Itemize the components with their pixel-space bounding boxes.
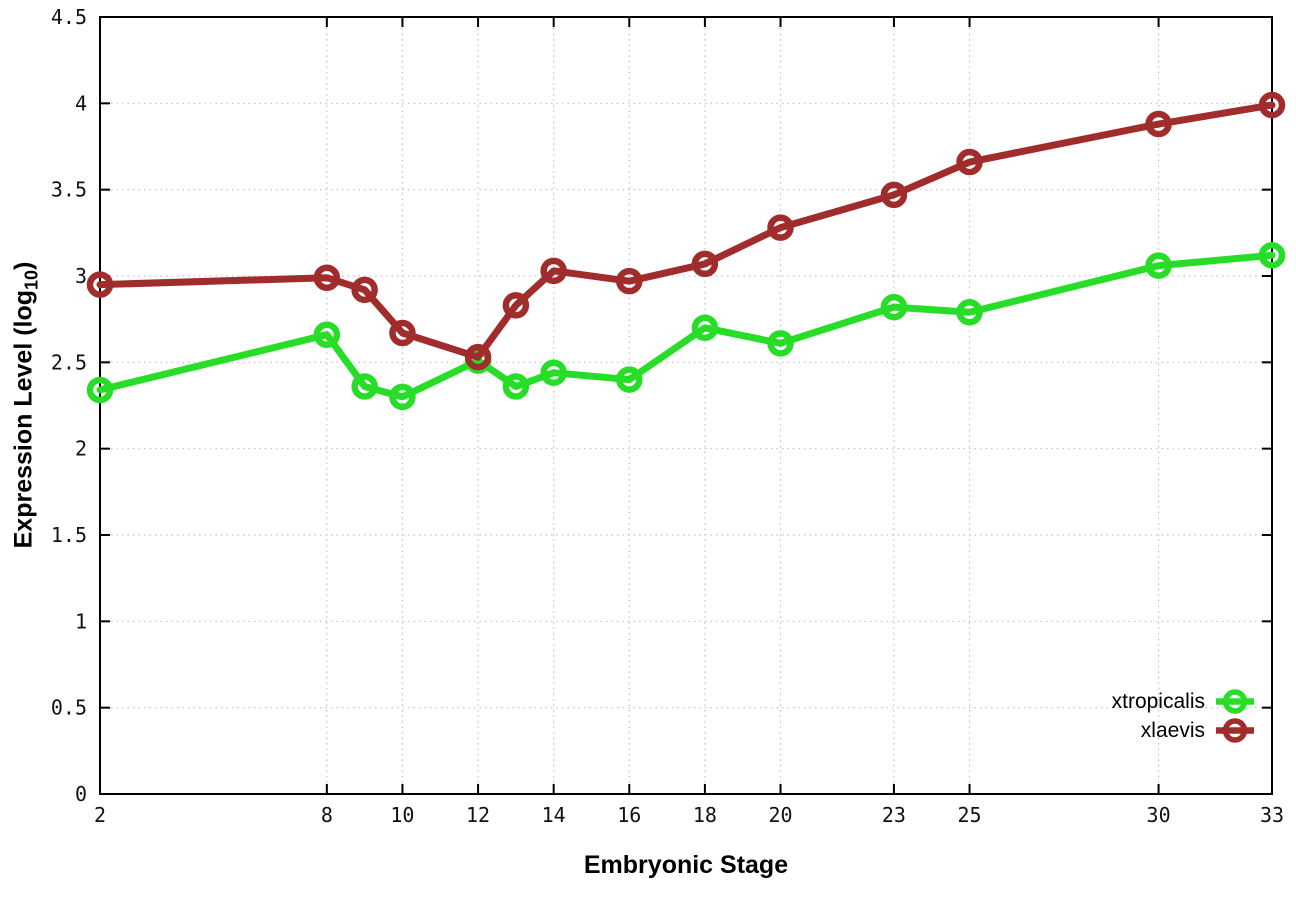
legend-label-xtropicalis: xtropicalis bbox=[1111, 689, 1205, 713]
data-point-xtropicalis[interactable] bbox=[767, 330, 794, 357]
data-point-xtropicalis[interactable] bbox=[502, 373, 530, 400]
data-point-xtropicalis[interactable] bbox=[351, 373, 378, 400]
data-point-xtropicalis[interactable] bbox=[389, 383, 416, 411]
x-tick-label: 33 bbox=[1260, 803, 1284, 827]
x-tick-label: 16 bbox=[617, 803, 641, 827]
x-tick-label: 30 bbox=[1147, 803, 1171, 827]
data-point-xtropicalis[interactable] bbox=[616, 366, 643, 393]
x-tick-label: 10 bbox=[390, 803, 414, 827]
x-tick-label: 20 bbox=[768, 803, 792, 827]
x-tick-label: 18 bbox=[693, 803, 717, 827]
data-point-xtropicalis[interactable] bbox=[313, 321, 341, 348]
data-point-xlaevis[interactable] bbox=[351, 276, 378, 304]
data-point-xlaevis[interactable] bbox=[389, 319, 416, 347]
y-tick-label: 0 bbox=[75, 782, 87, 806]
data-point-xlaevis[interactable] bbox=[313, 264, 341, 291]
data-point-xlaevis[interactable] bbox=[767, 214, 794, 241]
legend: xtropicalis xlaevis bbox=[1112, 687, 1256, 745]
y-axis-title: Expression Level (log10) bbox=[10, 262, 43, 549]
y-tick-label: 0.5 bbox=[51, 696, 87, 720]
y-axis-title-subscript: 10 bbox=[21, 269, 42, 290]
data-point-xlaevis[interactable] bbox=[464, 343, 492, 371]
y-tick-label: 3 bbox=[75, 264, 87, 288]
x-axis-title: Embryonic Stage bbox=[583, 851, 789, 879]
series-line-xlaevis bbox=[96, 101, 1276, 361]
y-tick-label: 4 bbox=[75, 91, 87, 115]
data-point-xlaevis[interactable] bbox=[1145, 110, 1172, 138]
x-tick-label: 8 bbox=[321, 803, 333, 827]
xtropicalis-line-marker-icon bbox=[1216, 689, 1254, 714]
plot-border bbox=[99, 16, 1273, 795]
data-point-xlaevis[interactable] bbox=[502, 292, 530, 319]
y-tick-label: 4.5 bbox=[51, 5, 87, 29]
x-tick-label: 23 bbox=[882, 803, 906, 827]
x-tick-label: 2 bbox=[94, 803, 106, 827]
y-tick-label: 3.5 bbox=[51, 178, 87, 202]
data-point-xtropicalis[interactable] bbox=[540, 359, 567, 386]
data-point-xlaevis[interactable] bbox=[540, 257, 567, 285]
x-tick-label: 12 bbox=[466, 803, 490, 827]
data-point-xtropicalis[interactable] bbox=[691, 314, 719, 342]
y-axis-title-close: ) bbox=[9, 261, 38, 270]
data-point-xtropicalis[interactable] bbox=[1145, 252, 1172, 279]
data-point-xtropicalis[interactable] bbox=[86, 376, 114, 404]
y-tick-label: 2 bbox=[75, 437, 87, 461]
x-tick-label: 14 bbox=[542, 803, 566, 827]
y-axis-title-text: Expression Level (log bbox=[9, 289, 38, 549]
y-tick-label: 1 bbox=[75, 609, 87, 633]
data-point-xlaevis[interactable] bbox=[956, 148, 983, 176]
data-point-xtropicalis[interactable] bbox=[880, 293, 908, 321]
legend-item-xtropicalis: xtropicalis bbox=[1112, 687, 1256, 716]
xlaevis-line-marker-icon bbox=[1216, 718, 1254, 743]
data-point-xlaevis[interactable] bbox=[616, 267, 643, 295]
data-point-xlaevis[interactable] bbox=[86, 271, 114, 298]
x-tick-label: 25 bbox=[958, 803, 982, 827]
data-point-xtropicalis[interactable] bbox=[956, 299, 983, 326]
data-point-xtropicalis[interactable] bbox=[1258, 242, 1286, 269]
y-tick-label: 2.5 bbox=[51, 350, 87, 374]
data-point-xlaevis[interactable] bbox=[880, 181, 908, 209]
y-tick-label: 1.5 bbox=[51, 523, 87, 547]
legend-label-xlaevis: xlaevis bbox=[1140, 718, 1205, 742]
data-point-xlaevis[interactable] bbox=[691, 250, 719, 278]
data-point-xlaevis[interactable] bbox=[1258, 91, 1286, 119]
legend-item-xlaevis: xlaevis bbox=[1112, 716, 1256, 745]
